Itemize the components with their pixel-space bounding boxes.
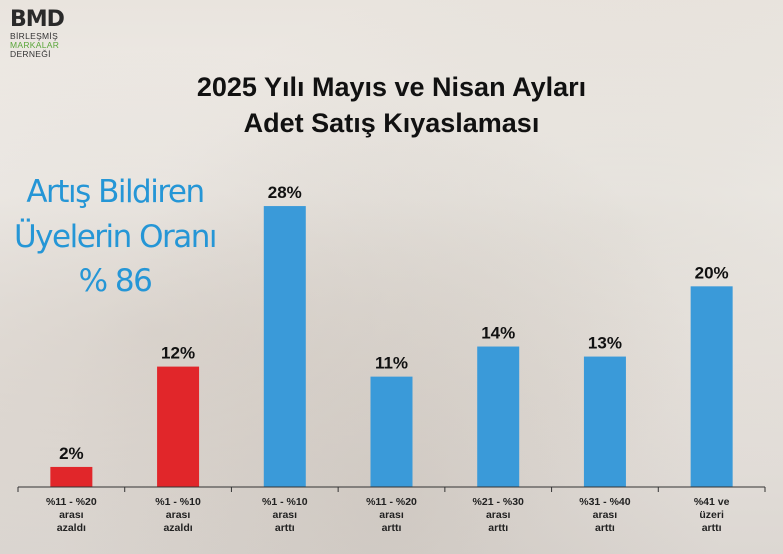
x-tick-label: %21 - %30 <box>473 496 525 508</box>
callout-line-3: % 86 <box>78 263 153 299</box>
x-tick-group <box>17 487 766 492</box>
logo-line-3: DERNEĞİ <box>10 49 51 59</box>
x-tick-label: arttı <box>275 522 295 534</box>
bmd-logo: BMD BİRLEŞMİŞ MARKALAR DERNEĞİ <box>10 7 65 59</box>
bar-group <box>50 206 733 488</box>
x-tick-label: arttı <box>488 522 508 534</box>
logo-line-1: BİRLEŞMİŞ <box>10 31 59 41</box>
x-tick-label: arttı <box>382 522 402 534</box>
x-tick-label: %11 - %20 <box>366 496 417 508</box>
callout-line-1: Artış Bildiren <box>26 174 205 210</box>
x-tick-label: arası <box>486 509 511 521</box>
x-tick-label: %1 - %10 <box>155 496 201 508</box>
x-tick-label: %31 - %40 <box>579 496 631 508</box>
bar <box>477 346 520 487</box>
x-tick-label: azaldı <box>163 522 192 534</box>
x-tick-label: %41 ve <box>694 496 730 508</box>
x-tick-label: arası <box>593 509 618 521</box>
bar <box>583 356 626 487</box>
logo-mark: BMD <box>10 7 65 32</box>
bar <box>50 466 93 487</box>
x-tick-label: %11 - %20 <box>46 496 97 508</box>
x-tick-label: arttı <box>595 522 615 534</box>
x-tick-label: arası <box>273 509 298 521</box>
x-tick-label: arttı <box>702 522 722 534</box>
x-tick-label: %1 - %10 <box>262 496 308 508</box>
x-tick-label: arası <box>379 509 404 521</box>
bar-value-label: 2% <box>59 444 84 463</box>
x-tick-label: azaldı <box>57 522 86 534</box>
bar-value-label: 11% <box>375 354 408 373</box>
bar-value-label: 12% <box>161 344 195 363</box>
callout-line-2: Üyelerin Oranı <box>13 219 218 255</box>
bar <box>263 206 306 488</box>
bar <box>157 366 200 487</box>
bar-value-label: 20% <box>695 263 729 282</box>
value-label-group: 2% 12% 28% 11% 14% 13% 20% <box>59 183 729 463</box>
bar <box>370 376 413 487</box>
logo-line-2: MARKALAR <box>10 40 60 50</box>
bar <box>690 286 733 487</box>
x-tick-label: arası <box>59 509 84 521</box>
x-tick-label: arası <box>166 509 191 521</box>
chart-title-line-1: 2025 Yılı Mayıs ve Nisan Ayları <box>196 72 587 102</box>
x-tick-label: üzeri <box>699 509 724 521</box>
chart-title-line-2: Adet Satış Kıyaslaması <box>243 108 540 138</box>
bar-value-label: 28% <box>268 183 302 202</box>
bar-value-label: 13% <box>588 334 622 353</box>
bar-value-label: 14% <box>481 324 515 343</box>
